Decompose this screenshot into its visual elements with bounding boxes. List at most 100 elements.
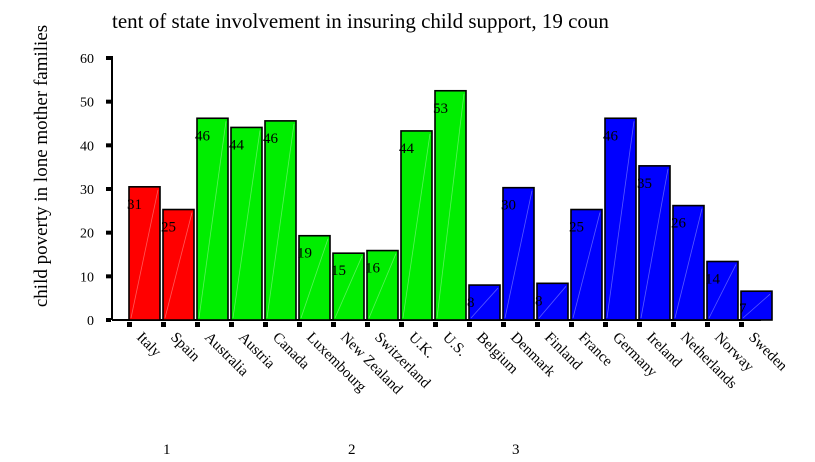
bar xyxy=(230,126,263,321)
bar xyxy=(604,117,637,321)
bar xyxy=(740,290,773,321)
bars: 31 25 46 44 46 19 15 16 44 53 8 30 8 25 46 35 26 14 7 xyxy=(127,89,773,321)
data-label: 46 xyxy=(603,128,619,144)
bar xyxy=(196,117,229,321)
x-tick-label: Spain xyxy=(167,330,203,366)
y-tick-label: 40 xyxy=(80,139,94,154)
group-label-2: 2 xyxy=(348,442,356,458)
bar xyxy=(570,208,603,321)
x-tick-labels: Italy SpainAustraliaAustriaCanadaLuxembou… xyxy=(133,330,790,399)
data-label: 8 xyxy=(535,293,543,309)
bar-highlight xyxy=(300,238,329,319)
bar-highlight xyxy=(232,130,261,319)
x-tick-mark xyxy=(297,322,302,327)
x-tick-label: Canada xyxy=(269,330,312,373)
y-tick-label: 10 xyxy=(80,270,94,285)
y-tick-label: 60 xyxy=(80,52,94,67)
bar xyxy=(502,186,535,321)
bar xyxy=(468,284,501,321)
bar-highlight xyxy=(708,264,737,319)
bar-highlight xyxy=(742,293,771,319)
x-tick-mark xyxy=(637,322,642,327)
data-label: 7 xyxy=(739,301,747,317)
x-tick-mark xyxy=(603,322,608,327)
x-tick-mark xyxy=(569,322,574,327)
y-tick-mark xyxy=(106,143,111,148)
x-tick-mark xyxy=(705,322,710,327)
bar xyxy=(434,89,467,321)
data-label: 19 xyxy=(297,246,312,262)
bar-highlight xyxy=(130,189,159,319)
x-tick-mark xyxy=(671,322,676,327)
bar-highlight xyxy=(436,93,465,319)
y-tick-label: 20 xyxy=(80,227,94,242)
bar-highlight xyxy=(334,256,363,319)
x-tick-mark xyxy=(739,322,744,327)
chart-title: tent of state involvement in insuring ch… xyxy=(112,9,609,33)
bar-highlight xyxy=(640,168,669,319)
y-axis-label: child poverty in lone mother families xyxy=(31,24,52,308)
bar-highlight xyxy=(266,123,295,319)
x-tick-mark xyxy=(127,322,132,327)
bar xyxy=(332,252,365,321)
data-label: 8 xyxy=(467,295,475,311)
bar xyxy=(706,260,739,321)
data-label: 53 xyxy=(433,101,448,117)
x-tick-mark xyxy=(433,322,438,327)
y-tick-mark xyxy=(106,230,111,235)
bar-highlight xyxy=(538,286,567,319)
y-tick-mark xyxy=(106,56,111,60)
bar-highlight xyxy=(572,212,601,319)
data-label: 44 xyxy=(229,137,245,153)
y-tick-label: 0 xyxy=(87,314,94,329)
group-label-1: 1 xyxy=(163,442,171,458)
data-label: 15 xyxy=(331,263,346,279)
bar xyxy=(128,186,161,321)
data-label: 46 xyxy=(263,131,279,147)
y-tick-mark xyxy=(106,318,111,322)
y-tick-label: 30 xyxy=(80,183,94,198)
x-tick-mark xyxy=(365,322,370,327)
y-tick-mark xyxy=(106,187,111,191)
data-label: 26 xyxy=(671,216,687,232)
data-label: 25 xyxy=(161,220,176,236)
bar xyxy=(162,208,195,321)
data-label: 35 xyxy=(637,176,652,192)
x-tick-mark xyxy=(195,322,200,327)
bar xyxy=(672,204,705,321)
x-tick-mark xyxy=(535,322,540,327)
x-tick-label: U.S. xyxy=(439,330,469,360)
data-label: 31 xyxy=(127,197,142,213)
data-label: 46 xyxy=(195,128,211,144)
y-tick-mark xyxy=(106,274,111,279)
bar xyxy=(298,234,331,321)
x-tick-mark xyxy=(161,322,166,327)
data-label: 30 xyxy=(501,198,516,214)
x-tick-mark xyxy=(229,322,234,327)
x-tick-mark xyxy=(501,322,506,327)
x-tick-mark xyxy=(399,322,404,327)
data-label: 25 xyxy=(569,220,584,236)
bar-highlight xyxy=(402,133,431,319)
bar-highlight xyxy=(606,121,635,319)
bar-highlight xyxy=(674,208,703,319)
x-tick-label: Italy xyxy=(133,330,164,361)
y-tick-label: 50 xyxy=(80,96,94,111)
x-tick-mark xyxy=(263,322,268,327)
bar-highlight xyxy=(368,253,397,319)
bar xyxy=(264,120,297,321)
y-tick-mark xyxy=(106,99,111,104)
bar xyxy=(638,165,671,321)
data-label: 16 xyxy=(365,261,381,277)
x-tick-mark xyxy=(331,322,336,327)
bar-highlight xyxy=(198,121,227,319)
bar xyxy=(366,249,399,321)
bar xyxy=(536,282,569,321)
bar xyxy=(400,130,433,321)
bar-highlight xyxy=(164,212,193,319)
data-label: 14 xyxy=(705,271,721,287)
x-tick-mark xyxy=(467,322,472,327)
group-label-3: 3 xyxy=(512,442,520,458)
bar-highlight xyxy=(504,190,533,319)
